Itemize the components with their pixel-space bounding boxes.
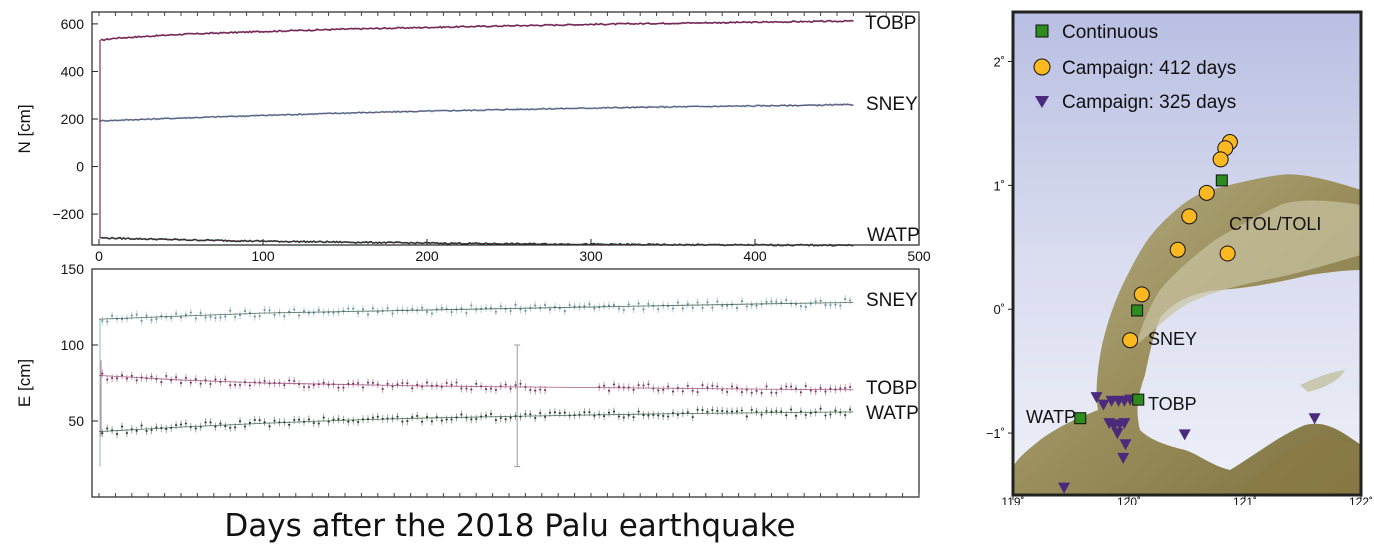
map-land-highland: [1136, 200, 1361, 345]
figure: −200 0 200 400 600 0 100 200 300 400 500 N [cm] T…: [15, 10, 1373, 505]
campaign-325-marker: [1111, 428, 1124, 440]
north-series: [98, 19, 854, 247]
north-label-watp: WATP: [867, 225, 920, 246]
north-x-tick-label: 200: [415, 248, 439, 264]
series-sney-east: [101, 298, 852, 323]
east-y-ticks: 50 100 150: [61, 261, 98, 429]
map-land-southeast: [1240, 437, 1361, 495]
map-label-watp: WATP: [1026, 407, 1076, 427]
campaign-325-marker: [1118, 418, 1131, 430]
campaign-325-marker: [1119, 439, 1132, 451]
map-markers: [1058, 134, 1321, 494]
north-y-tick-label: 400: [61, 63, 85, 79]
map-label-sney: SNEY: [1148, 329, 1197, 349]
legend-campaign-412-label: Campaign: 412 days: [1062, 58, 1236, 79]
model-sney-east: [98, 301, 854, 320]
campaign-325-marker: [1097, 399, 1110, 411]
north-x-tick-label: 100: [251, 248, 275, 264]
legend-continuous-label: Continuous: [1062, 22, 1158, 43]
campaign-412-marker: [1219, 245, 1236, 262]
north-y-tick-label: −200: [52, 206, 84, 222]
east-y-tick-label: 100: [61, 337, 85, 353]
campaign-412-marker: [1181, 208, 1198, 225]
model-tobp-north: [98, 20, 854, 41]
model-sney-north: [98, 104, 854, 122]
map-y-tick-label: 0˚: [993, 302, 1005, 317]
campaign-325-marker: [1308, 413, 1321, 425]
east-y-tick-label: 150: [61, 261, 85, 277]
north-y-tick-label: 200: [61, 111, 85, 127]
continuous-station-marker: [1074, 412, 1087, 425]
east-y-axis-label: E [cm]: [15, 359, 34, 407]
east-label-sney: SNEY: [866, 290, 918, 311]
east-minor-ticks: [98, 493, 920, 497]
east-panel: 50 100 150 E [cm] SNEY TOBP WATP: [15, 261, 920, 498]
north-label-tobp: TOBP: [865, 13, 916, 34]
model-tobp-east: [98, 374, 854, 391]
map-panel: 119˚ 120˚ 121˚ 122˚ −1˚ 0˚ 1˚ 2˚ CTOL/TOLI SNEY…: [986, 10, 1373, 505]
model-watp-north: [98, 237, 854, 246]
campaign-325-marker: [1178, 429, 1191, 441]
north-x-tick-label: 400: [743, 248, 767, 264]
campaign-325-marker: [1090, 392, 1103, 404]
continuous-station-marker: [1131, 304, 1144, 317]
north-y-tick-label: 0: [76, 159, 84, 175]
figure-caption: Days after the 2018 Palu earthquake: [224, 508, 796, 544]
map-y-tick-label: 2˚: [993, 55, 1005, 70]
continuous-station-marker: [1132, 393, 1145, 406]
north-plot-frame: [91, 11, 920, 246]
map-x-tick-label: 122˚: [1349, 495, 1373, 505]
east-label-tobp: TOBP: [866, 378, 917, 399]
campaign-412-marker: [1122, 332, 1139, 349]
north-x-ticks: 0 100 200 300 400 500: [95, 239, 931, 264]
campaign-325-marker: [1058, 482, 1071, 494]
legend-campaign-325-swatch: [1035, 96, 1049, 108]
map-islet: [1300, 370, 1345, 392]
campaign-412-marker: [1133, 286, 1150, 303]
legend-continuous-swatch: [1035, 24, 1049, 38]
east-y-tick-label: 50: [68, 413, 84, 429]
map-frame: [1011, 10, 1363, 497]
north-y-tick-label: 600: [61, 16, 85, 32]
north-y-ticks: −200 0 200 400 600: [52, 16, 98, 222]
legend-campaign-325-label: Campaign: 325 days: [1062, 92, 1236, 113]
campaign-412-marker: [1198, 184, 1215, 201]
map-label-ctol-toli: CTOL/TOLI: [1229, 214, 1321, 234]
map-x-tick-label: 120˚: [1117, 495, 1141, 505]
campaign-412-marker: [1212, 151, 1229, 168]
north-y-axis-label: N [cm]: [15, 104, 34, 153]
north-minor-ticks: [98, 12, 920, 16]
map-x-tick-label: 121˚: [1233, 495, 1257, 505]
north-x-tick-label: 0: [95, 248, 103, 264]
model-watp-east: [98, 411, 854, 433]
map-legend: Continuous Campaign: 412 days Campaign: …: [1033, 22, 1236, 113]
east-series: [98, 295, 854, 468]
north-x-tick-label: 300: [579, 248, 603, 264]
north-x-tick-label: 500: [907, 248, 931, 264]
map-ticks: 119˚ 120˚ 121˚ 122˚ −1˚ 0˚ 1˚ 2˚: [986, 55, 1373, 505]
map-y-tick-label: −1˚: [986, 426, 1005, 441]
continuous-station-marker: [1215, 174, 1228, 187]
north-label-sney: SNEY: [866, 94, 918, 115]
map-x-tick-label: 119˚: [1001, 495, 1024, 505]
east-label-watp: WATP: [866, 403, 919, 424]
map-label-tobp: TOBP: [1148, 394, 1197, 414]
north-panel: −200 0 200 400 600 0 100 200 300 400 500 N [cm] T…: [15, 11, 931, 264]
campaign-325-marker: [1117, 452, 1130, 464]
series-watp-east: [101, 407, 852, 435]
map-y-tick-label: 1˚: [993, 178, 1005, 193]
legend-campaign-412-swatch: [1033, 58, 1051, 76]
campaign-412-marker: [1169, 241, 1186, 258]
